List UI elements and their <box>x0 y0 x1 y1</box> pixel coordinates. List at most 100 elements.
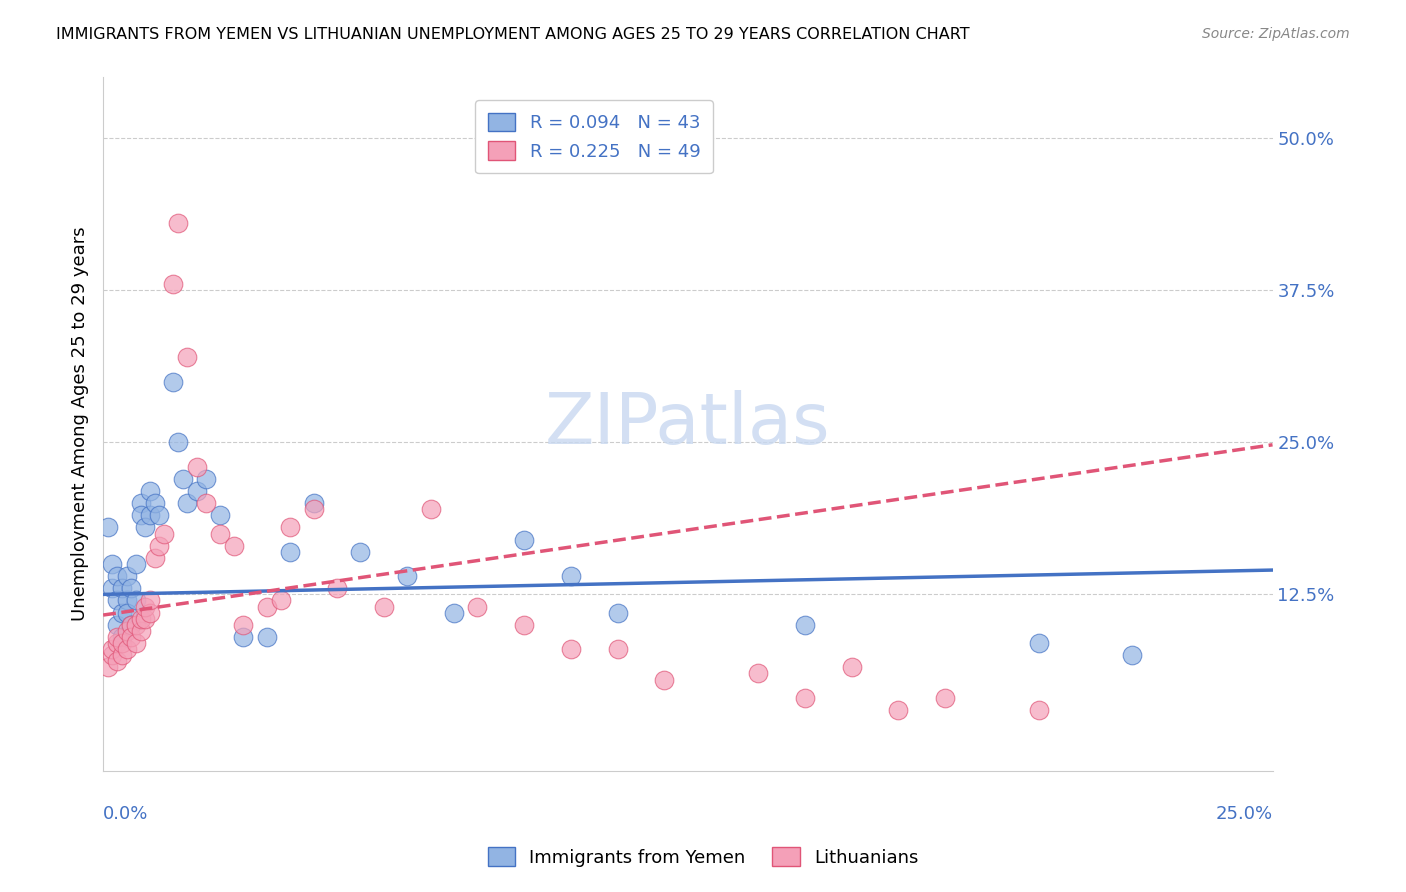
Text: Source: ZipAtlas.com: Source: ZipAtlas.com <box>1202 27 1350 41</box>
Point <box>139 508 162 523</box>
Point <box>115 642 138 657</box>
Point <box>111 582 134 596</box>
Point <box>120 582 142 596</box>
Point <box>125 617 148 632</box>
Point <box>97 520 120 534</box>
Point <box>134 599 156 614</box>
Point <box>105 636 128 650</box>
Y-axis label: Unemployment Among Ages 25 to 29 years: Unemployment Among Ages 25 to 29 years <box>72 227 89 622</box>
Text: 0.0%: 0.0% <box>103 805 149 823</box>
Point <box>105 617 128 632</box>
Point <box>934 690 956 705</box>
Point <box>129 624 152 638</box>
Point <box>224 539 246 553</box>
Point <box>443 606 465 620</box>
Point <box>97 660 120 674</box>
Point <box>887 703 910 717</box>
Point <box>186 459 208 474</box>
Point <box>139 606 162 620</box>
Point <box>278 520 301 534</box>
Point <box>148 508 170 523</box>
Point <box>1028 703 1050 717</box>
Point <box>302 502 325 516</box>
Point <box>111 606 134 620</box>
Point <box>167 216 190 230</box>
Point <box>176 350 198 364</box>
Point <box>186 483 208 498</box>
Point <box>111 648 134 663</box>
Point <box>115 624 138 638</box>
Point <box>101 582 124 596</box>
Point <box>105 654 128 668</box>
Legend: Immigrants from Yemen, Lithuanians: Immigrants from Yemen, Lithuanians <box>481 840 925 874</box>
Point <box>111 636 134 650</box>
Point <box>841 660 863 674</box>
Point <box>115 606 138 620</box>
Point <box>513 533 536 547</box>
Point <box>419 502 441 516</box>
Point <box>120 617 142 632</box>
Point <box>747 666 769 681</box>
Point <box>270 593 292 607</box>
Point <box>153 526 176 541</box>
Point <box>513 617 536 632</box>
Point <box>396 569 419 583</box>
Text: IMMIGRANTS FROM YEMEN VS LITHUANIAN UNEMPLOYMENT AMONG AGES 25 TO 29 YEARS CORRE: IMMIGRANTS FROM YEMEN VS LITHUANIAN UNEM… <box>56 27 970 42</box>
Point <box>134 612 156 626</box>
Point <box>120 617 142 632</box>
Point <box>105 569 128 583</box>
Point <box>101 557 124 571</box>
Point <box>256 630 278 644</box>
Point <box>115 569 138 583</box>
Point <box>101 648 124 663</box>
Text: 25.0%: 25.0% <box>1215 805 1272 823</box>
Point <box>326 582 349 596</box>
Point <box>120 630 142 644</box>
Point <box>654 673 676 687</box>
Point <box>1028 636 1050 650</box>
Point <box>115 593 138 607</box>
Point <box>373 599 395 614</box>
Point <box>209 508 232 523</box>
Point <box>256 599 278 614</box>
Point <box>278 545 301 559</box>
Point <box>134 520 156 534</box>
Point <box>129 496 152 510</box>
Point <box>129 612 152 626</box>
Point <box>232 630 254 644</box>
Point <box>302 496 325 510</box>
Point <box>162 375 184 389</box>
Point <box>129 508 152 523</box>
Point <box>176 496 198 510</box>
Point <box>606 606 628 620</box>
Point <box>125 557 148 571</box>
Point <box>465 599 488 614</box>
Point <box>793 617 815 632</box>
Point <box>1121 648 1143 663</box>
Point <box>139 483 162 498</box>
Point <box>560 569 582 583</box>
Point <box>125 636 148 650</box>
Point <box>793 690 815 705</box>
Point <box>139 593 162 607</box>
Point <box>111 630 134 644</box>
Point <box>162 277 184 292</box>
Point <box>143 496 166 510</box>
Point <box>349 545 371 559</box>
Point <box>195 496 218 510</box>
Point <box>125 593 148 607</box>
Point <box>560 642 582 657</box>
Point <box>101 642 124 657</box>
Point <box>172 472 194 486</box>
Point <box>105 593 128 607</box>
Point <box>232 617 254 632</box>
Text: ZIPatlas: ZIPatlas <box>546 390 831 458</box>
Point <box>148 539 170 553</box>
Point <box>195 472 218 486</box>
Legend: R = 0.094   N = 43, R = 0.225   N = 49: R = 0.094 N = 43, R = 0.225 N = 49 <box>475 100 713 173</box>
Point <box>167 435 190 450</box>
Point <box>143 550 166 565</box>
Point <box>105 630 128 644</box>
Point <box>209 526 232 541</box>
Point <box>606 642 628 657</box>
